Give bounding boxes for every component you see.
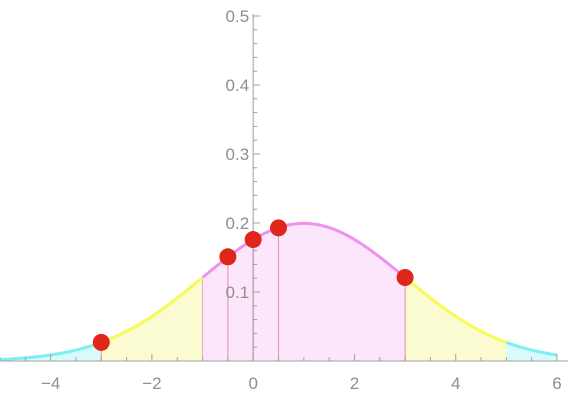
x-tick-label: 6	[552, 374, 561, 393]
x-tick-label: 0	[248, 374, 257, 393]
data-point-0	[92, 333, 110, 351]
curve-segment-1	[201, 221, 407, 279]
data-points	[92, 219, 414, 351]
x-tick-label: 4	[451, 374, 460, 393]
curve-segment-left-band	[100, 276, 204, 344]
x-tick-label: −4	[41, 374, 60, 393]
data-point-3	[270, 219, 287, 237]
curve-segment-2	[404, 276, 507, 344]
x-tick-label: −2	[142, 374, 161, 393]
y-tick-label: 0.2	[226, 214, 250, 233]
y-tick-label: 0.3	[226, 145, 250, 164]
y-tick-label: 0.1	[226, 283, 250, 302]
y-tick-label: 0.4	[226, 76, 250, 95]
y-tick-label: 0.5	[226, 7, 250, 26]
data-point-1	[219, 248, 237, 266]
axes: −4 −2 0 2 4 6 0.1 0.2 0.3 0.4 0.5	[0, 7, 568, 393]
curve-segment-3	[505, 340, 558, 357]
data-point-2	[244, 231, 262, 249]
x-tick-label: 2	[350, 374, 359, 393]
data-point-4	[396, 269, 414, 287]
